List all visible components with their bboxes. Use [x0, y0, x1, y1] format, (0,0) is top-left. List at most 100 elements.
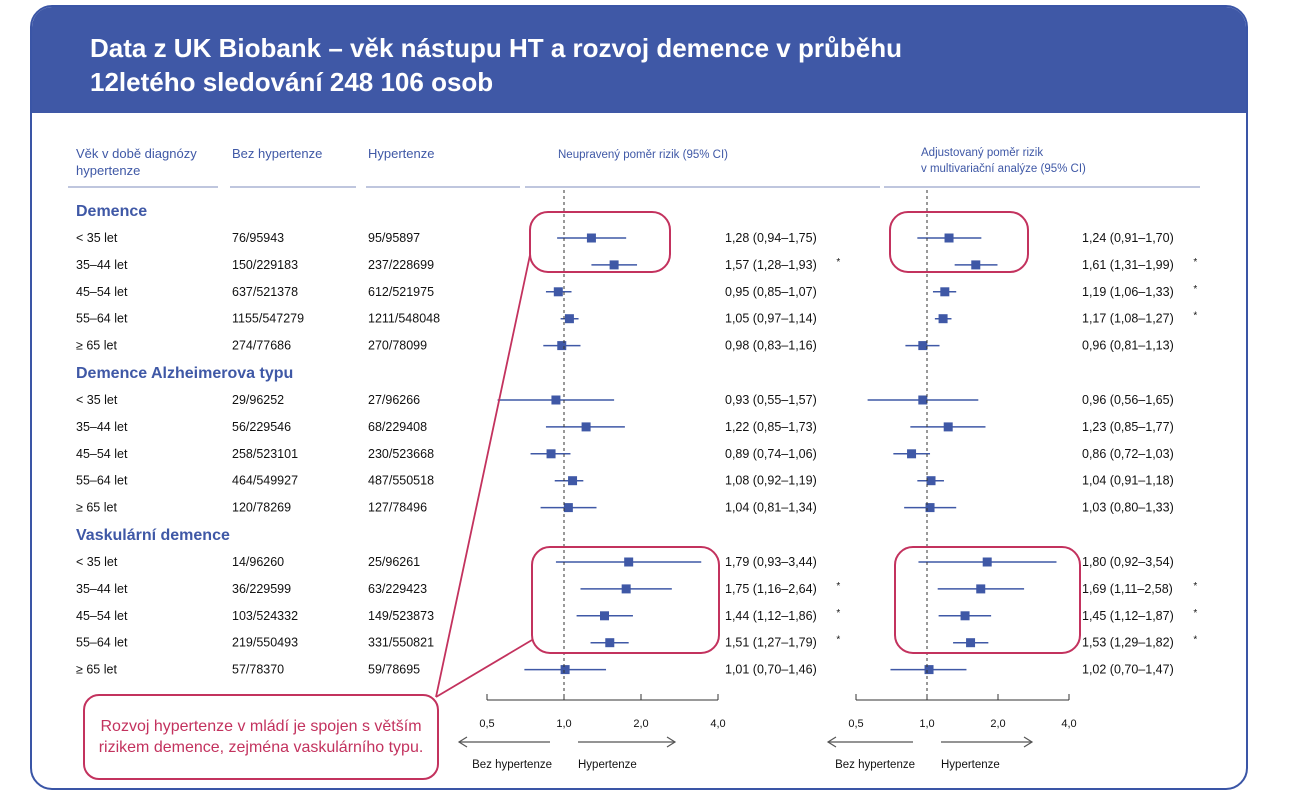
hr-marker: [971, 260, 981, 270]
row-no-ht: 1155/547279: [232, 312, 304, 326]
hr-value: 1,79 (0,93–3,44): [725, 555, 817, 569]
highlight-box: [894, 546, 1081, 654]
hr-value: 1,80 (0,92–3,54): [1082, 555, 1174, 569]
row-age: < 35 let: [76, 555, 118, 569]
row-age: 35–44 let: [76, 420, 128, 434]
hr-value: 1,19 (1,06–1,33): [1082, 285, 1174, 299]
row-ht: 230/523668: [368, 447, 434, 461]
hr-value: 1,51 (1,27–1,79): [725, 636, 817, 650]
slide-title-line-2: 12letého sledování 248 106 osob: [90, 67, 494, 97]
hr-marker: [600, 611, 610, 621]
hr-value: 1,17 (1,08–1,27): [1082, 312, 1174, 326]
hr-value: 0,95 (0,85–1,07): [725, 285, 817, 299]
hr-value: 1,01 (0,70–1,46): [725, 663, 817, 677]
col-header-adjusted: Adjustovaný poměr rizik: [921, 147, 1043, 159]
hr-value: 1,05 (0,97–1,14): [725, 312, 817, 326]
hr-marker: [940, 287, 950, 297]
row-no-ht: 103/524332: [232, 609, 298, 623]
hr-value: 0,86 (0,72–1,03): [1082, 447, 1174, 461]
hr-value: 0,89 (0,74–1,06): [725, 447, 817, 461]
x-tick-label: 2,0: [633, 718, 648, 730]
significance-star: *: [1193, 284, 1197, 295]
x-tick-label: 4,0: [710, 718, 725, 730]
hr-marker: [605, 638, 615, 648]
col-header-adjusted-line2: v multivariační analýze (95% CI): [921, 163, 1086, 175]
row-age: ≥ 65 let: [76, 501, 117, 515]
title-banner: Data z UK Biobank – věk nástupu HT a roz…: [32, 7, 1246, 113]
hr-marker: [581, 422, 591, 432]
col-header-unadjusted: Neupravený poměr rizik (95% CI): [558, 149, 728, 161]
hr-value: 1,28 (0,94–1,75): [725, 231, 817, 245]
hr-value: 1,45 (1,12–1,87): [1082, 609, 1174, 623]
row-ht: 25/96261: [368, 555, 420, 569]
x-tick-label: 1,0: [556, 718, 571, 730]
highlight-box: [529, 211, 671, 273]
col-header-age-line2: hypertenze: [76, 163, 140, 178]
hr-value: 1,53 (1,29–1,82): [1082, 636, 1174, 650]
hr-marker: [960, 611, 970, 621]
arrow-left-head: [826, 736, 837, 748]
callout-connector: [435, 639, 533, 698]
hr-marker: [568, 476, 578, 486]
hr-marker: [907, 449, 917, 459]
hr-marker: [560, 665, 570, 675]
hr-marker: [609, 260, 619, 270]
arrow-right-head: [666, 736, 677, 748]
hr-value: 1,75 (1,16–2,64): [725, 582, 817, 596]
row-no-ht: 637/521378: [232, 285, 298, 299]
row-ht: 59/78695: [368, 663, 420, 677]
row-age: 35–44 let: [76, 582, 128, 596]
row-ht: 127/78496: [368, 501, 427, 515]
callout-box: Rozvoj hypertenze v mládí je spojen s vě…: [83, 694, 439, 780]
significance-star: *: [1193, 581, 1197, 592]
x-tick-label: 2,0: [990, 718, 1005, 730]
col-header-no-ht: Bez hypertenze: [232, 146, 322, 161]
row-no-ht: 274/77686: [232, 339, 291, 353]
highlight-box: [889, 211, 1029, 273]
row-ht: 95/95897: [368, 231, 420, 245]
hr-value: 1,24 (0,91–1,70): [1082, 231, 1174, 245]
row-no-ht: 120/78269: [232, 501, 291, 515]
hr-marker: [546, 449, 556, 459]
row-age: < 35 let: [76, 393, 118, 407]
row-no-ht: 150/229183: [232, 258, 298, 272]
col-header-ht: Hypertenze: [368, 146, 434, 161]
hr-value: 1,03 (0,80–1,33): [1082, 501, 1174, 515]
row-age: 55–64 let: [76, 636, 128, 650]
x-tick-label: 0,5: [479, 718, 494, 730]
row-age: 55–64 let: [76, 312, 128, 326]
arrow-left-head: [457, 736, 468, 748]
row-no-ht: 36/229599: [232, 582, 291, 596]
hr-marker: [624, 557, 634, 567]
row-age: 45–54 let: [76, 285, 128, 299]
col-header-age: Věk v době diagnózy: [76, 146, 197, 161]
hr-value: 1,04 (0,91–1,18): [1082, 474, 1174, 488]
slide-title-line-1: Data z UK Biobank – věk nástupu HT a roz…: [90, 33, 902, 63]
hr-marker: [938, 314, 948, 324]
x-tick-label: 0,5: [848, 718, 863, 730]
row-age: 35–44 let: [76, 258, 128, 272]
row-ht: 1211/548048: [368, 312, 440, 326]
significance-star: *: [1193, 635, 1197, 646]
hr-value: 0,93 (0,55–1,57): [725, 393, 817, 407]
hr-value: 1,57 (1,28–1,93): [725, 258, 817, 272]
arrow-right-head: [1023, 736, 1034, 748]
section-title: Demence Alzheimerova typu: [76, 365, 293, 382]
row-no-ht: 76/95943: [232, 231, 284, 245]
hr-marker: [966, 638, 976, 648]
hr-marker: [557, 341, 567, 351]
row-age: 45–54 let: [76, 447, 128, 461]
hr-value: 1,04 (0,81–1,34): [725, 501, 817, 515]
row-no-ht: 219/550493: [232, 636, 298, 650]
direction-label-ht: Hypertenze: [578, 759, 637, 771]
hr-marker: [563, 503, 573, 513]
hr-marker: [621, 584, 631, 594]
row-no-ht: 464/549927: [232, 474, 298, 488]
hr-value: 1,02 (0,70–1,47): [1082, 663, 1174, 677]
hr-marker: [586, 233, 596, 243]
row-ht: 63/229423: [368, 582, 427, 596]
direction-label-no-ht: Bez hypertenze: [472, 759, 552, 771]
significance-star: *: [836, 257, 840, 268]
row-no-ht: 14/96260: [232, 555, 284, 569]
